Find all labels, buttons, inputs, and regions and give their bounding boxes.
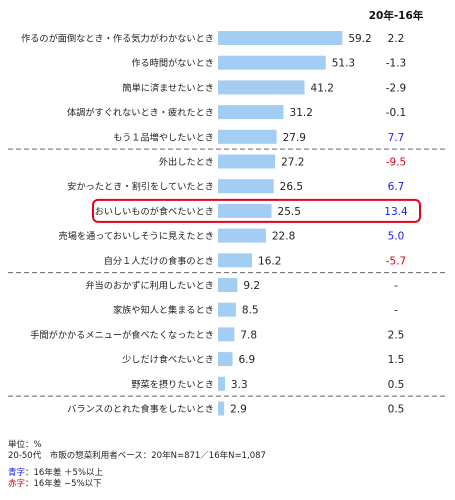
value-label: 27.9: [283, 132, 306, 144]
bar: [218, 401, 225, 416]
bar: [218, 203, 272, 218]
bar: [218, 179, 274, 194]
value-label: 7.8: [240, 329, 257, 341]
diff-label: -5.7: [386, 255, 407, 267]
bar: [218, 302, 236, 317]
value-label: 27.2: [281, 157, 304, 169]
value-label: 25.5: [278, 206, 301, 218]
legend-red: 赤字：16年差 −5%以下: [8, 479, 266, 490]
column-header: 20年-16年: [369, 9, 424, 22]
base-note: 20-50代 市販の惣菜利用者ベース：20年N=871／16年N=1,087: [8, 451, 266, 461]
bar: [218, 105, 284, 120]
diff-label: -2.9: [386, 82, 407, 94]
category-label: 弁当のおかずに利用したいとき: [85, 280, 214, 292]
category-label: 売場を通っておいしそうに見えたとき: [59, 230, 214, 242]
diff-label: 2.5: [388, 329, 405, 341]
value-label: 3.3: [231, 379, 248, 391]
bar: [218, 376, 225, 391]
diff-label: 13.4: [384, 206, 408, 218]
bar: [218, 352, 233, 367]
diff-label: 7.7: [388, 132, 405, 144]
category-label: 外出したとき: [159, 156, 214, 168]
diff-label: 5.0: [388, 231, 405, 243]
diff-label: -9.5: [386, 157, 407, 169]
bar: [218, 31, 343, 45]
value-label: 26.5: [280, 181, 303, 193]
diff-label: -1.3: [386, 58, 407, 70]
legend-blue-desc: ：16年差 ＋5%以上: [25, 468, 104, 478]
legend-blue: 青字：16年差 ＋5%以上: [8, 468, 266, 479]
category-label: 少しだけ食べたいとき: [122, 354, 214, 366]
value-label: 2.9: [230, 404, 247, 416]
bar: [218, 154, 276, 169]
diff-label: -0.1: [386, 107, 407, 119]
category-label: 自分１人だけの食事のとき: [104, 255, 214, 267]
diff-label: -: [394, 305, 398, 317]
category-label: 簡単に済ませたいとき: [122, 82, 214, 94]
category-label: 作るのが面倒なとき・作る気力がわかないとき: [21, 33, 214, 45]
value-label: 41.2: [311, 82, 334, 94]
legend-red-desc: ：16年差 −5%以下: [25, 479, 102, 489]
category-label: もう１品増やしたいとき: [113, 131, 214, 143]
value-label: 6.9: [238, 354, 255, 366]
chart-notes: 単位：% 20-50代 市販の惣菜利用者ベース：20年N=871／16年N=1,…: [8, 440, 266, 490]
value-label: 16.2: [258, 255, 281, 267]
category-label: 家族や知人と集まるとき: [113, 304, 214, 316]
diff-label: 0.5: [388, 404, 405, 416]
diff-label: 6.7: [388, 181, 405, 193]
bar: [218, 55, 326, 70]
category-label: 作る時間がないとき: [131, 57, 214, 69]
diff-label: -: [394, 280, 398, 292]
unit-note: 単位：%: [8, 440, 42, 450]
bar: [218, 278, 238, 292]
bar: [218, 253, 253, 268]
diff-label: 0.5: [388, 379, 405, 391]
bar: [218, 129, 277, 144]
value-label: 51.3: [332, 58, 355, 70]
category-label: バランスのとれた食事をしたいとき: [67, 403, 214, 415]
highlight-box: [92, 198, 421, 223]
bar: [218, 228, 266, 243]
legend-red-key: 赤字: [8, 479, 26, 489]
category-label: 体調がすぐれないとき・疲れたとき: [67, 107, 214, 119]
value-label: 9.2: [243, 280, 260, 292]
bar: [218, 327, 235, 342]
value-label: 59.2: [348, 33, 371, 45]
diff-label: 2.2: [388, 33, 405, 45]
category-label: 野菜を摂りたいとき: [131, 378, 214, 390]
diff-label: 1.5: [388, 354, 405, 366]
category-label: おいしいものが食べたいとき: [95, 205, 214, 217]
bar: [218, 80, 305, 95]
category-label: 手間がかかるメニューが食べたくなったとき: [30, 329, 214, 341]
legend-blue-key: 青字: [8, 468, 26, 478]
value-label: 22.8: [272, 231, 295, 243]
value-label: 8.5: [242, 305, 259, 317]
category-label: 安かったとき・割引をしていたとき: [67, 181, 214, 193]
value-label: 31.2: [290, 107, 313, 119]
